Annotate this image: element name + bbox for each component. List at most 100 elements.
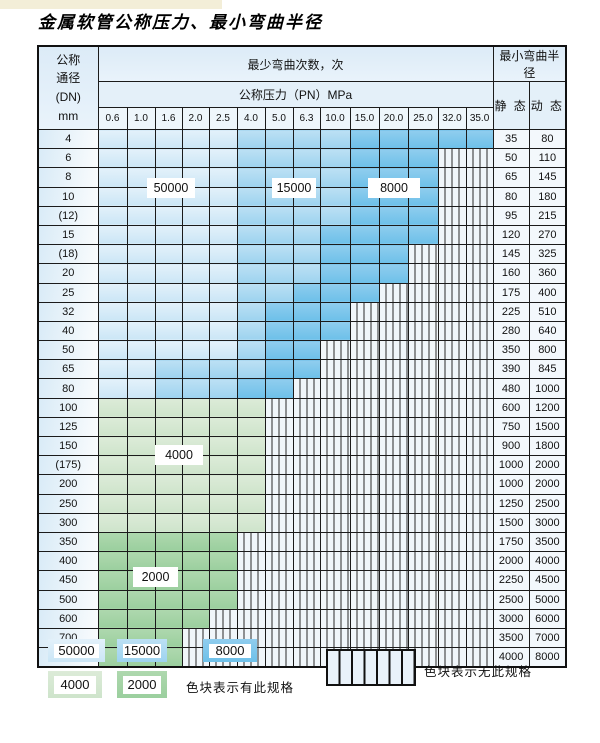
spec-cell-15000 (264, 244, 294, 265)
no-spec-cell (264, 531, 294, 553)
no-spec-cell (319, 359, 351, 380)
spec-cell-50000 (181, 205, 210, 226)
no-spec-cell (349, 512, 380, 533)
table-row: 200 1000 2000 (37, 474, 567, 495)
table-row: 150 900 1800 (37, 435, 567, 457)
no-spec-cell (407, 282, 439, 303)
spec-table: 公称 通径 (DN) mm 最少弯曲次数，次 最小弯曲半径 公称压力（PN）MP… (37, 45, 568, 669)
spec-cell-8000 (437, 128, 467, 150)
no-spec-cell (292, 531, 321, 553)
no-spec-cell (437, 167, 467, 188)
no-spec-cell (208, 627, 238, 649)
spec-cell-15000 (264, 224, 294, 246)
table-row: (12) 95 215 (37, 205, 567, 226)
spec-cell-2000 (181, 551, 210, 572)
spec-cell-50000 (208, 282, 238, 303)
no-spec-cell (319, 608, 351, 629)
spec-cell-15000 (154, 378, 183, 399)
no-spec-cell (378, 435, 409, 457)
spec-cell-4000 (126, 435, 156, 457)
no-spec-cell (465, 148, 494, 169)
no-spec-cell (407, 320, 439, 342)
no-spec-cell (292, 512, 321, 533)
spec-cell-2000 (97, 551, 128, 572)
spec-cell-50000 (126, 128, 156, 150)
no-spec-cell (465, 416, 494, 438)
no-spec-cell (465, 320, 494, 342)
no-spec-cell (437, 320, 467, 342)
no-spec-cell (437, 416, 467, 438)
spec-cell-2000 (154, 531, 183, 553)
spec-cell-2000 (181, 589, 210, 610)
dynamic-radius-cell: 5000 (528, 589, 567, 610)
spec-cell-15000 (208, 359, 238, 380)
static-radius-cell: 350 (492, 340, 530, 361)
dynamic-column-header: 动 态 (528, 81, 567, 130)
spec-cell-15000 (319, 205, 351, 226)
static-radius-cell: 2250 (492, 570, 530, 591)
no-spec-cell (465, 455, 494, 476)
no-spec-cell (319, 493, 351, 514)
pressure-col-header: 2.5 (208, 107, 238, 130)
static-radius-cell: 1000 (492, 474, 530, 495)
no-spec-cell (378, 378, 409, 399)
spec-cell-8000 (319, 244, 351, 265)
no-spec-cell (465, 301, 494, 322)
no-spec-cell (264, 551, 294, 572)
no-spec-cell (264, 647, 294, 668)
no-spec-cell (319, 512, 351, 533)
spec-cell-8000 (292, 282, 321, 303)
no-spec-cell (465, 263, 494, 284)
header-row-2: 公称压力（PN）MPa 静 态 动 态 (38, 81, 567, 130)
spec-cell-8000 (292, 320, 321, 342)
no-spec-cell (378, 512, 409, 533)
spec-cell-50000 (97, 186, 128, 207)
no-spec-cell (236, 647, 266, 668)
spec-cell-15000 (292, 244, 321, 265)
min-radius-header: 最小弯曲半径 (492, 45, 567, 82)
no-spec-cell (349, 435, 380, 457)
no-spec-cell (292, 474, 321, 495)
no-spec-cell (437, 435, 467, 457)
dynamic-radius-cell: 1000 (528, 378, 567, 399)
pressure-col-header: 1.6 (154, 107, 183, 130)
spec-cell-15000 (292, 263, 321, 284)
dn-cell: 25 (37, 282, 99, 303)
spec-cell-50000 (97, 148, 128, 169)
static-radius-cell: 65 (492, 167, 530, 188)
dn-cell: (175) (37, 455, 99, 476)
spec-cell-8000 (264, 340, 294, 361)
spec-cell-15000 (264, 205, 294, 226)
spec-cell-50000 (126, 244, 156, 265)
dn-cell: 50 (37, 340, 99, 361)
no-spec-cell (378, 397, 409, 418)
dynamic-radius-cell: 110 (528, 148, 567, 169)
dynamic-radius-cell: 640 (528, 320, 567, 342)
static-radius-cell: 390 (492, 359, 530, 380)
spec-cell-15000 (181, 378, 210, 399)
spec-cell-50000 (181, 244, 210, 265)
spec-cell-50000 (126, 340, 156, 361)
spec-cell-8000 (319, 320, 351, 342)
no-spec-cell (349, 627, 380, 649)
no-spec-cell (465, 205, 494, 226)
no-spec-cell (292, 416, 321, 438)
top-strip-decoration (0, 0, 222, 9)
spec-cell-50000 (154, 282, 183, 303)
no-spec-cell (407, 301, 439, 322)
pressure-col-header: 2.0 (181, 107, 210, 130)
spec-cell-2000 (126, 647, 156, 668)
spec-cell-50000 (154, 205, 183, 226)
dn-column-header: 公称 通径 (DN) mm (37, 45, 99, 130)
no-spec-cell (292, 435, 321, 457)
no-spec-cell (378, 627, 409, 649)
dn-cell: 500 (37, 589, 99, 610)
dynamic-radius-cell: 7000 (528, 627, 567, 649)
spec-cell-4000 (97, 416, 128, 438)
spec-cell-8000 (264, 378, 294, 399)
no-spec-cell (349, 378, 380, 399)
static-column-header: 静 态 (492, 81, 530, 130)
spec-cell-50000 (126, 224, 156, 246)
table-row: 25 175 400 (37, 282, 567, 303)
